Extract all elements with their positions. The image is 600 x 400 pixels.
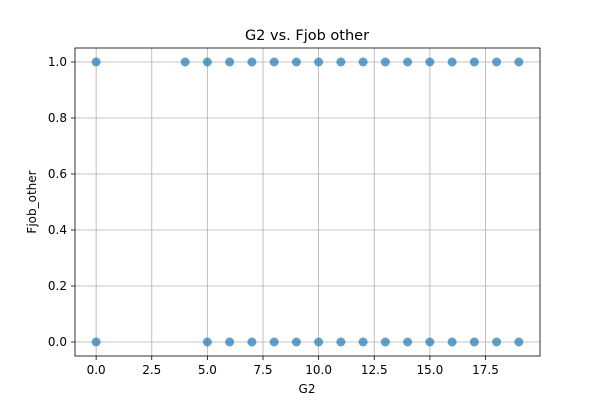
x-tick-label: 7.5 — [253, 363, 272, 377]
y-axis-ticks: 0.0 0.2 0.4 0.6 0.8 1.0 — [48, 55, 75, 349]
data-point — [247, 57, 257, 67]
y-tick-label: 0.4 — [48, 223, 67, 237]
y-tick-label: 0.0 — [48, 335, 67, 349]
y-tick-label: 0.2 — [48, 279, 67, 293]
data-point — [336, 337, 346, 347]
data-point — [492, 337, 502, 347]
x-tick-label: 15.0 — [417, 363, 444, 377]
grid-lines — [75, 48, 540, 356]
x-tick-label: 5.0 — [198, 363, 217, 377]
data-point — [447, 337, 457, 347]
data-point — [492, 57, 502, 67]
data-point — [358, 57, 368, 67]
data-point — [202, 57, 212, 67]
data-points — [91, 57, 524, 347]
data-point — [225, 337, 235, 347]
data-point — [403, 337, 413, 347]
data-point — [291, 57, 301, 67]
x-axis-label: G2 — [299, 382, 316, 396]
x-tick-label: 0.0 — [87, 363, 106, 377]
data-point — [247, 337, 257, 347]
data-point — [225, 57, 235, 67]
x-tick-label: 17.5 — [472, 363, 499, 377]
data-point — [469, 57, 479, 67]
data-point — [380, 57, 390, 67]
data-point — [269, 57, 279, 67]
x-tick-label: 10.0 — [305, 363, 332, 377]
data-point — [202, 337, 212, 347]
data-point — [425, 337, 435, 347]
x-tick-label: 12.5 — [361, 363, 388, 377]
data-point — [91, 337, 101, 347]
y-axis-label: Fjob_other — [25, 170, 39, 233]
y-tick-label: 1.0 — [48, 55, 67, 69]
x-tick-label: 2.5 — [142, 363, 161, 377]
chart-title: G2 vs. Fjob other — [245, 28, 369, 44]
data-point — [314, 337, 324, 347]
data-point — [269, 337, 279, 347]
data-point — [447, 57, 457, 67]
data-point — [380, 337, 390, 347]
data-point — [358, 337, 368, 347]
data-point — [514, 337, 524, 347]
data-point — [314, 57, 324, 67]
data-point — [425, 57, 435, 67]
data-point — [291, 337, 301, 347]
data-point — [403, 57, 413, 67]
data-point — [336, 57, 346, 67]
plot-frame — [74, 47, 541, 357]
data-point — [514, 57, 524, 67]
data-point — [91, 57, 101, 67]
x-axis-ticks: 0.0 2.5 5.0 7.5 10.0 12.5 15.0 17.5 — [87, 356, 499, 377]
data-point — [180, 57, 190, 67]
data-point — [469, 337, 479, 347]
y-tick-label: 0.6 — [48, 167, 67, 181]
y-tick-label: 0.8 — [48, 111, 67, 125]
